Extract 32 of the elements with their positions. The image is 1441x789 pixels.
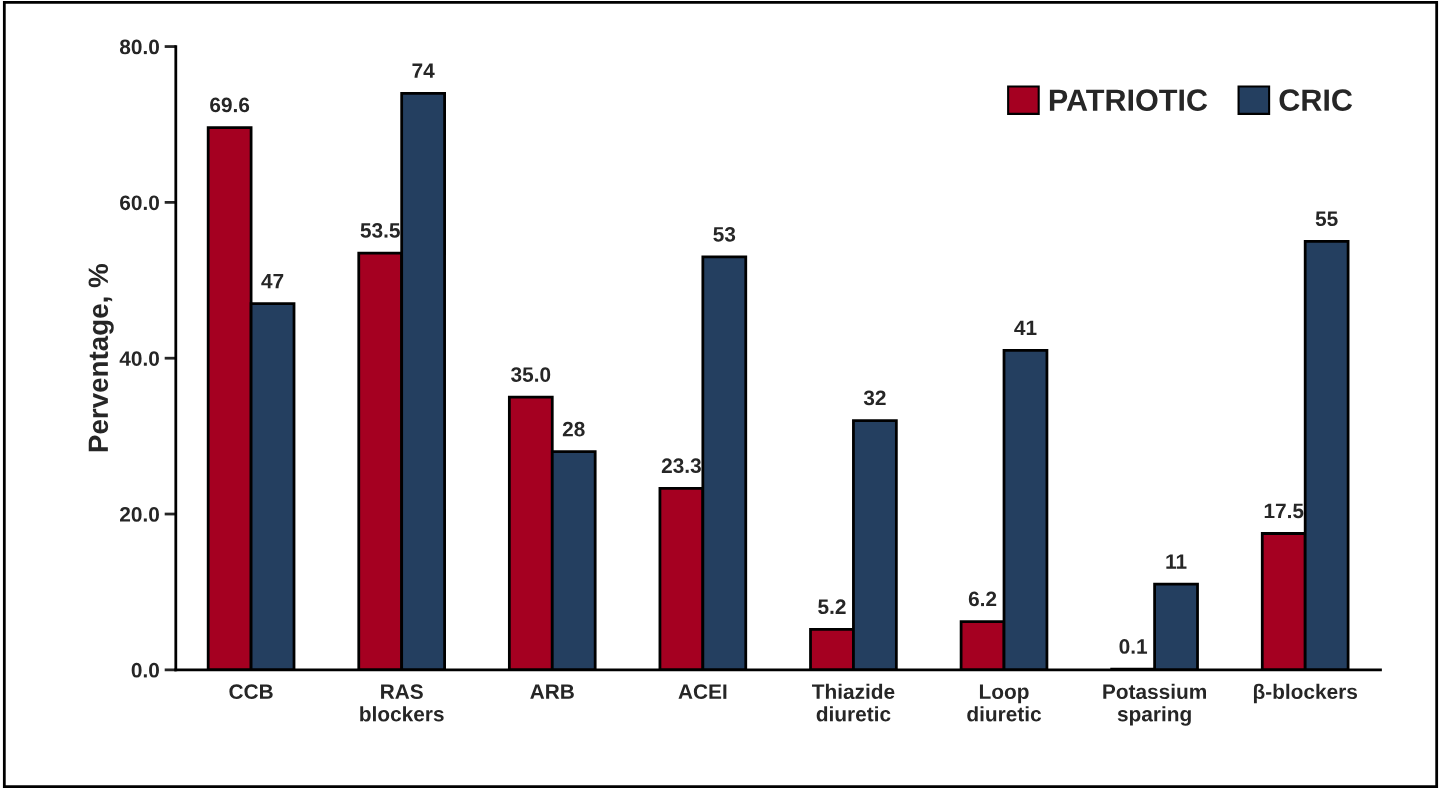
data-label: 69.6: [210, 97, 250, 113]
y-tick-label: 60.0: [120, 195, 159, 211]
data-label: 0.1: [1119, 639, 1148, 654]
x-tick-label: β-blockers: [1253, 683, 1358, 704]
y-axis-title: Perventage, %: [88, 263, 114, 452]
data-label: 74: [412, 63, 435, 78]
legend-label: PATRIOTIC: [1049, 89, 1208, 111]
data-label: 32: [863, 390, 886, 406]
x-tick-label: Potassium sparing: [1103, 683, 1206, 726]
x-tick-label: ACEI: [678, 684, 727, 700]
data-label: 55: [1315, 211, 1338, 227]
data-label: 35.0: [511, 367, 551, 382]
data-label: 5.2: [818, 599, 846, 615]
data-label: 41: [1014, 320, 1037, 335]
data-label: 28: [562, 421, 585, 437]
data-label: 47: [261, 273, 284, 289]
x-tick-label: Loop diuretic: [967, 684, 1042, 722]
data-label: 53.5: [360, 223, 400, 238]
x-tick-label: ARB: [530, 684, 574, 699]
x-tick-label: RAS blockers: [360, 684, 444, 722]
data-label: 53: [713, 226, 736, 242]
x-tick-label: Thiazide diuretic: [812, 683, 895, 722]
x-tick-label: CCB: [229, 684, 273, 700]
y-tick-label: 40.0: [119, 351, 159, 366]
data-label: 17.5: [1264, 503, 1304, 519]
y-tick-label: 80.0: [119, 39, 159, 55]
data-label: 23.3: [661, 458, 701, 474]
legend-label: CRIC: [1279, 89, 1353, 111]
y-tick-label: 20.0: [120, 507, 159, 522]
y-tick-label: 0.0: [131, 662, 159, 678]
data-label: 6.2: [968, 591, 997, 607]
data-label: 11: [1166, 554, 1187, 569]
